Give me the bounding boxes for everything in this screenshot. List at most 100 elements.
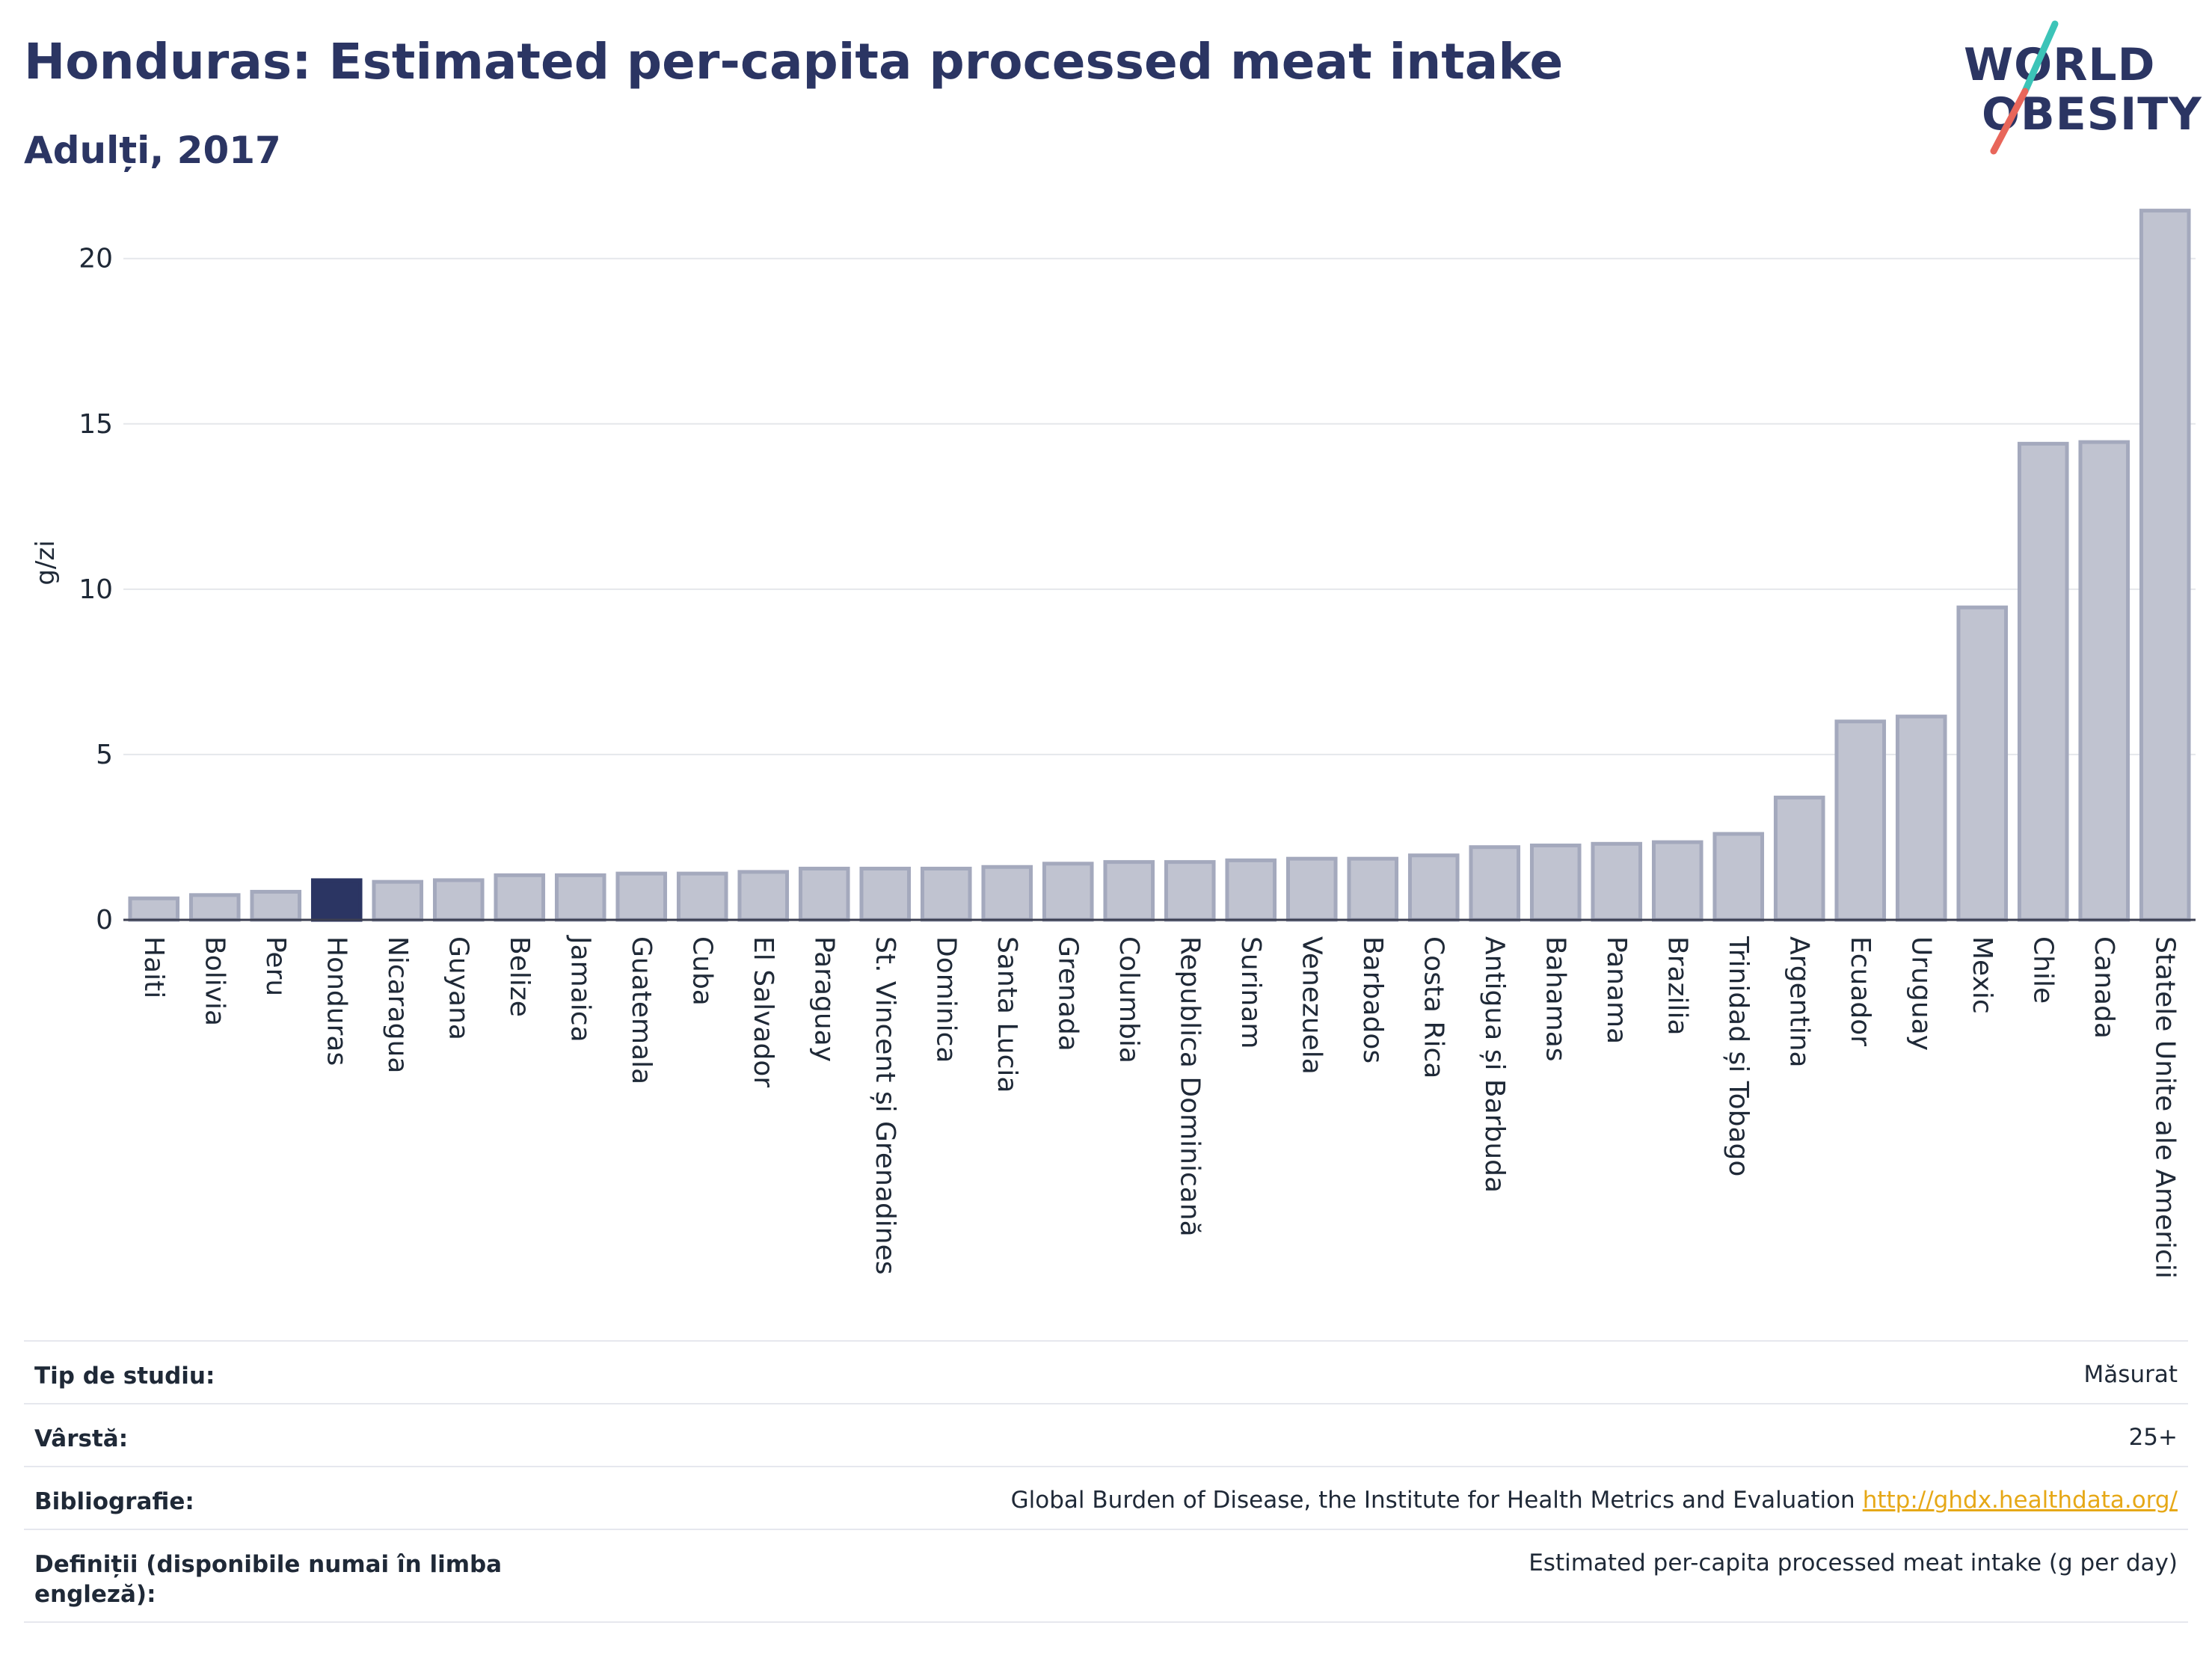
x-category-label: Paraguay [808, 936, 839, 1062]
info-key: Tip de studiu: [34, 1363, 215, 1390]
x-category-label: Peru [260, 936, 291, 996]
info-value: Măsurat [2084, 1361, 2178, 1388]
world-obesity-logo[interactable]: WORLD OBESITY [1944, 16, 2202, 166]
bar[interactable] [2078, 440, 2130, 922]
x-category-label: Canada [2089, 936, 2119, 1039]
bar[interactable] [188, 893, 241, 922]
x-category-label: Brazilia [1662, 936, 1692, 1036]
x-category-labels: Haiti Bolivia Peru Honduras Nicaragua Guyana B… [138, 935, 2181, 1279]
bar[interactable] [1042, 862, 1094, 922]
x-category-label: Belize [504, 936, 535, 1017]
x-category-label: Mexic [1967, 936, 1997, 1014]
bar[interactable] [1469, 845, 1521, 922]
info-table: Tip de studiu: Măsurat Vârstă: 25+ Bibliogra… [24, 1340, 2188, 1623]
logo-slash-icon [1990, 20, 2059, 155]
bar[interactable] [310, 878, 363, 922]
x-category-label: Dominica [930, 936, 961, 1063]
bar[interactable] [1529, 844, 1582, 922]
x-category-label: St. Vincent și Grenadines [870, 936, 900, 1275]
info-value-text: Estimated per-capita processed meat inta… [1529, 1550, 2178, 1576]
bar[interactable] [615, 871, 668, 922]
bar[interactable] [1407, 853, 1460, 922]
bar[interactable] [920, 866, 972, 922]
bar[interactable] [676, 871, 728, 922]
info-key: Bibliografie: [34, 1488, 194, 1515]
x-category-label: Guyana [443, 936, 473, 1040]
x-category-label: Honduras [321, 936, 351, 1066]
info-row: Vârstă: 25+ [24, 1403, 2188, 1466]
logo-text-line1: WORLD [1964, 39, 2156, 91]
info-row: Definiții (disponibile numai în limba en… [24, 1529, 2188, 1623]
x-category-label: Santa Lucia [992, 936, 1022, 1093]
x-category-label: Barbados [1357, 936, 1388, 1063]
bar[interactable] [1285, 856, 1338, 922]
x-category-label: Ecuador [1845, 936, 1875, 1046]
x-category-label: Chile [2027, 936, 2058, 1004]
bar[interactable] [1103, 860, 1155, 922]
x-category-label: Trinidad și Tobago [1723, 936, 1754, 1176]
grid-lines [123, 257, 2196, 755]
y-axis-label: g/zi [31, 540, 61, 585]
x-category-label: Guatemala [626, 936, 657, 1084]
y-tick-labels: 0 5 10 15 20 [79, 244, 113, 936]
y-tick-label: 0 [96, 905, 113, 936]
info-row: Tip de studiu: Măsurat [24, 1340, 2188, 1403]
info-value-text: Măsurat [2083, 1361, 2178, 1388]
x-category-label: Republica Dominicană [1174, 936, 1205, 1237]
x-category-label: Haiti [138, 936, 169, 998]
x-category-label: Statele Unite ale Americii [2149, 936, 2180, 1279]
info-value: Estimated per-capita processed meat inta… [1529, 1550, 2178, 1576]
y-tick-label: 20 [79, 244, 113, 274]
bar[interactable] [737, 870, 790, 922]
info-value: 25+ [2129, 1424, 2178, 1451]
x-category-label: Bahamas [1540, 936, 1570, 1062]
bar[interactable] [1895, 714, 1947, 922]
x-category-label: Venezuela [1296, 936, 1327, 1075]
x-category-label: Grenada [1052, 936, 1083, 1051]
bar[interactable] [1225, 858, 1277, 922]
x-category-label: Nicaragua [382, 936, 413, 1073]
bar[interactable] [2139, 209, 2191, 922]
info-value: Global Burden of Disease, the Institute … [1011, 1487, 2178, 1514]
bar[interactable] [432, 878, 485, 922]
page-title: Honduras: Estimated per-capita processed… [24, 33, 1564, 90]
bar[interactable] [1834, 719, 1887, 922]
x-category-label: Surinam [1235, 936, 1266, 1048]
x-category-label: Costa Rica [1418, 936, 1448, 1078]
x-category-label: Argentina [1784, 936, 1814, 1068]
page-subtitle: Adulți, 2017 [24, 129, 281, 172]
x-category-label: Cuba [686, 936, 717, 1006]
bar[interactable] [1591, 841, 1643, 922]
info-key: Vârstă: [34, 1425, 129, 1452]
x-category-label: Jamaica [565, 935, 595, 1043]
bar[interactable] [798, 866, 850, 922]
bar[interactable] [2017, 441, 2069, 922]
bar[interactable] [1164, 860, 1216, 922]
y-tick-label: 15 [79, 409, 113, 440]
info-value-text: Global Burden of Disease, the Institute … [1010, 1487, 1855, 1514]
bar[interactable] [1712, 832, 1765, 922]
bar-chart: 0 5 10 15 20 Haiti Bolivia Peru Honduras Nicarag… [31, 209, 2196, 1279]
y-tick-label: 10 [79, 574, 113, 605]
x-category-label: Bolivia [199, 936, 230, 1026]
bar[interactable] [250, 889, 302, 922]
bar[interactable] [1651, 840, 1703, 922]
bar[interactable] [372, 879, 424, 922]
bar[interactable] [981, 865, 1033, 922]
y-tick-label: 5 [96, 740, 113, 770]
info-row: Bibliografie: Global Burden of Disease, t… [24, 1466, 2188, 1529]
bar[interactable] [1773, 795, 1825, 922]
x-category-label: El Salvador [748, 936, 778, 1087]
x-category-label: Columbia [1113, 936, 1144, 1063]
bar[interactable] [1347, 856, 1399, 922]
x-category-label: Antigua și Barbuda [1479, 936, 1510, 1193]
bar[interactable] [1956, 605, 2009, 922]
bar[interactable] [128, 896, 180, 922]
bar[interactable] [554, 873, 606, 922]
bars [128, 209, 2191, 922]
source-link[interactable]: http://ghdx.healthdata.org/ [1862, 1487, 2178, 1514]
info-key: Definiții (disponibile numai în limba en… [34, 1551, 503, 1608]
bar[interactable] [494, 873, 546, 922]
x-category-label: Uruguay [1905, 936, 1936, 1051]
bar[interactable] [859, 866, 912, 922]
